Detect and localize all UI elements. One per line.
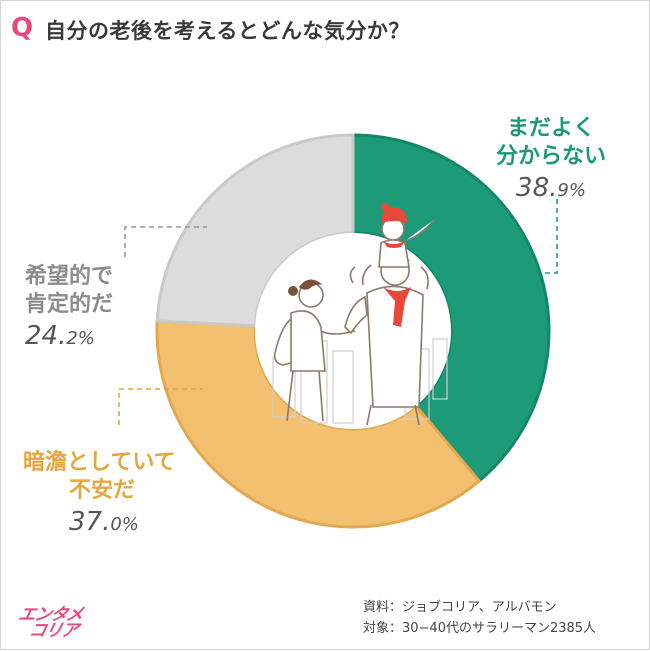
brand-logo: エンタメ コリア [16, 605, 85, 641]
label-unsure-value: 38.9% [516, 173, 586, 203]
family-illustration [255, 203, 451, 429]
label-hopeful-line1: 希望的で [25, 264, 114, 289]
leader-line-grey [124, 226, 207, 257]
label-anxious-line1: 暗澹としていて [23, 450, 176, 475]
label-unsure-line2: 分からない [495, 144, 606, 169]
label-hopeful-value: 24.2% [25, 321, 95, 351]
q-mark: Q [11, 13, 34, 43]
label-unsure: まだよく 分からない 38.9% [491, 115, 611, 203]
label-unsure-line1: まだよく [506, 116, 595, 141]
label-anxious: 暗澹としていて 不安だ 37.0% [23, 449, 176, 537]
label-hopeful: 希望的で 肯定的だ 24.2% [25, 263, 113, 351]
source-note: 資料：ジョブコリア、アルバモン 対象：30−40代のサラリーマン2385人 [363, 597, 596, 639]
label-anxious-value: 37.0% [69, 507, 139, 537]
label-hopeful-line2: 肯定的だ [25, 292, 114, 317]
source-line: 資料：ジョブコリア、アルバモン [363, 600, 557, 615]
label-anxious-line2: 不安だ [69, 478, 136, 503]
question-title: 自分の老後を考えるとどんな気分か？ [45, 19, 410, 43]
leader-line-green [543, 199, 558, 274]
target-line: 対象：30−40代のサラリーマン2385人 [363, 621, 597, 636]
leader-line-orange [118, 388, 203, 425]
